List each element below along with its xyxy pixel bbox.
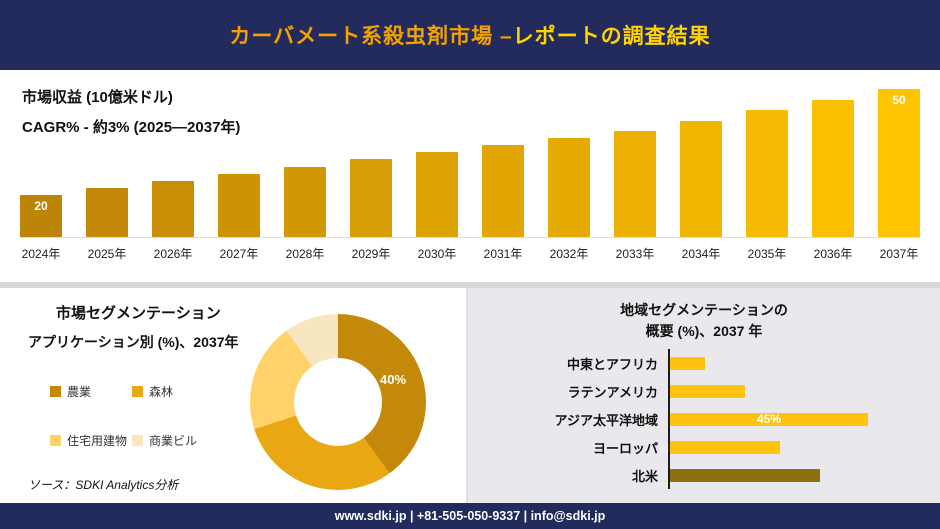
revenue-year-label: 2034年	[681, 247, 721, 261]
revenue-year-axis: 2024年 2025年 2026年 2027年 2028年 2029年 2030年 2031年…	[20, 245, 920, 262]
revenue-year-label: 2026年	[153, 247, 193, 261]
regional-row: ヨーロッパ	[468, 433, 932, 461]
revenue-year-label: 2031年	[483, 247, 523, 261]
revenue-year-label: 2035年	[747, 247, 787, 261]
legend-swatch-icon	[132, 435, 143, 446]
revenue-bar	[482, 145, 524, 237]
revenue-year-label: 2030年	[417, 247, 457, 261]
revenue-year-label: 2033年	[615, 247, 655, 261]
segmentation-title: 市場セグメンテーション	[56, 305, 221, 322]
regional-bar	[670, 384, 745, 398]
revenue-bar	[350, 159, 392, 237]
revenue-year-label: 2024年	[21, 247, 61, 261]
revenue-year-label: 2029年	[351, 247, 391, 261]
revenue-bar	[548, 138, 590, 237]
legend-swatch-icon	[50, 435, 61, 446]
regional-title-line2: 概要 (%)、2037 年	[645, 323, 763, 339]
revenue-chart-title: 市場収益 (10億米ドル)	[22, 89, 173, 106]
revenue-bar	[218, 174, 260, 237]
regional-chart-title: 地域セグメンテーションの 概要 (%)、2037 年	[468, 300, 940, 342]
regional-bar	[670, 440, 780, 454]
revenue-chart-cagr: CAGR% - 約3% (2025―2037年)	[22, 119, 241, 136]
donut-hole	[294, 358, 382, 446]
revenue-year-label: 2028年	[285, 247, 325, 261]
regional-bar-track	[668, 461, 932, 489]
application-segmentation-panel: 市場セグメンテーション アプリケーション別 (%)、2037年 農業 森林住宅用建…	[0, 288, 468, 503]
regional-row-label: ヨーロッパ	[592, 440, 658, 456]
regional-bar-track	[668, 433, 932, 461]
regional-row: 北米	[468, 461, 932, 489]
revenue-bar	[614, 131, 656, 237]
regional-bars: 中東とアフリカ ラテンアメリカアジア太平洋地域 45% ヨーロッパ北米	[468, 349, 932, 489]
regional-bar-track	[668, 377, 932, 405]
revenue-bar	[86, 188, 128, 237]
footer: www.sdki.jp | +81-505-050-9337 | info@sd…	[0, 503, 940, 529]
revenue-bar	[284, 167, 326, 237]
source-note: ソース：SDKI Analytics分析	[28, 478, 179, 492]
legend-item: 農業	[50, 383, 132, 400]
legend-label: 森林	[149, 385, 174, 399]
revenue-bars: 20 50	[20, 88, 920, 238]
revenue-year-label: 2025年	[87, 247, 127, 261]
regional-bar-track	[668, 349, 932, 377]
segmentation-subtitle: アプリケーション別 (%)、2037年	[28, 334, 239, 350]
legend-item: 商業ビル	[132, 432, 232, 449]
revenue-bar	[680, 121, 722, 237]
regional-row: ラテンアメリカ	[468, 377, 932, 405]
revenue-year-label: 2037年	[879, 247, 919, 261]
legend-label: 商業ビル	[149, 434, 198, 448]
regional-bar	[670, 468, 820, 482]
donut-chart: 40%	[250, 314, 426, 490]
regional-title-line1: 地域セグメンテーションの	[620, 302, 788, 318]
legend-label: 農業	[67, 385, 92, 399]
page-title-part1: カーバメート系殺虫剤市場 –	[229, 25, 513, 48]
legend-item: 森林	[132, 383, 232, 400]
footer-contact: www.sdki.jp | +81-505-050-9337 | info@sd…	[334, 509, 606, 523]
revenue-bar	[416, 152, 458, 237]
segmentation-legend: 農業 森林住宅用建物 商業ビル	[50, 383, 232, 449]
legend-label: 住宅用建物	[67, 434, 128, 448]
revenue-bar: 20	[20, 195, 62, 237]
regional-row-label: ラテンアメリカ	[567, 384, 658, 400]
revenue-year-label: 2032年	[549, 247, 589, 261]
revenue-bar	[746, 110, 788, 237]
legend-item: 住宅用建物	[50, 432, 132, 449]
regional-row-label: アジア太平洋地域	[554, 412, 658, 428]
revenue-bar	[812, 100, 854, 237]
header: カーバメート系殺虫剤市場 – レポートの調査結果	[0, 0, 940, 70]
regional-bar-track: 45%	[668, 405, 932, 433]
revenue-year-label: 2027年	[219, 247, 259, 261]
legend-swatch-icon	[132, 386, 143, 397]
legend-swatch-icon	[50, 386, 61, 397]
regional-bar: 45%	[670, 412, 868, 426]
page-title-part2: レポートの調査結果	[512, 25, 711, 48]
regional-row: アジア太平洋地域 45%	[468, 405, 932, 433]
donut-data-label: 40%	[380, 372, 407, 387]
revenue-bar	[152, 181, 194, 237]
regional-segmentation-panel: 地域セグメンテーションの 概要 (%)、2037 年 中東とアフリカ ラテンアメリ…	[468, 288, 940, 503]
revenue-bar: 50	[878, 89, 920, 237]
revenue-chart-section: 市場収益 (10億米ドル) CAGR% - 約3% (2025―2037年) 2…	[0, 70, 940, 282]
regional-row: 中東とアフリカ	[468, 349, 932, 377]
regional-row-label: 中東とアフリカ	[566, 356, 658, 372]
bottom-section: 市場セグメンテーション アプリケーション別 (%)、2037年 農業 森林住宅用建…	[0, 282, 940, 503]
regional-bar	[670, 356, 705, 370]
regional-row-label: 北米	[631, 468, 658, 484]
revenue-year-label: 2036年	[813, 247, 853, 261]
